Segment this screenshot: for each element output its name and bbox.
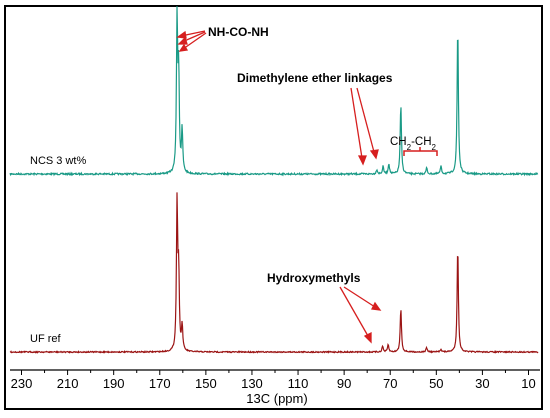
ncs-sample-label: NCS 3 wt% xyxy=(30,155,86,167)
ch2-annotation-part-1: CH xyxy=(390,136,407,148)
x-tick-label: 130 xyxy=(241,376,263,391)
ch2-annotation-part-2: -CH xyxy=(411,136,431,148)
hydroxymethyl-annotation: Hydroxymethyls xyxy=(267,271,361,285)
x-tick-label: 90 xyxy=(337,376,351,391)
x-tick-label: 70 xyxy=(383,376,397,391)
figure-frame xyxy=(4,5,543,410)
x-tick-label: 110 xyxy=(288,376,309,391)
x-tick-label: 230 xyxy=(11,376,33,391)
x-tick-label: 150 xyxy=(195,376,217,391)
uf-spectrum-line xyxy=(9,192,539,354)
ether-annotation: Dimethylene ether linkages xyxy=(237,71,393,85)
x-tick-label: 10 xyxy=(521,376,535,391)
x-tick-label: 210 xyxy=(57,376,79,391)
ncs-spectrum-line xyxy=(9,6,539,177)
x-tick-label: 190 xyxy=(103,376,125,391)
hydroxymethyl-arrows xyxy=(339,286,382,344)
x-axis-title: 13C (ppm) xyxy=(246,391,307,406)
ch2-annotation-sub-2: 2 xyxy=(432,143,437,152)
x-axis-ticks: 230 210 190 170 150 130 110 90 70 50 30 10 xyxy=(11,370,536,391)
ch2-annotation: CH2-CH2 xyxy=(390,136,437,152)
uf-sample-label: UF ref xyxy=(30,333,62,345)
ch2-bracket xyxy=(403,147,438,156)
ether-arrows xyxy=(350,87,379,166)
urea-annotation: NH-CO-NH xyxy=(208,25,269,39)
x-tick-label: 170 xyxy=(149,376,171,391)
ch2-annotation-sub-1: 2 xyxy=(407,143,412,152)
urea-arrows xyxy=(176,30,207,52)
x-tick-label: 50 xyxy=(429,376,443,391)
x-tick-label: 30 xyxy=(475,376,489,391)
